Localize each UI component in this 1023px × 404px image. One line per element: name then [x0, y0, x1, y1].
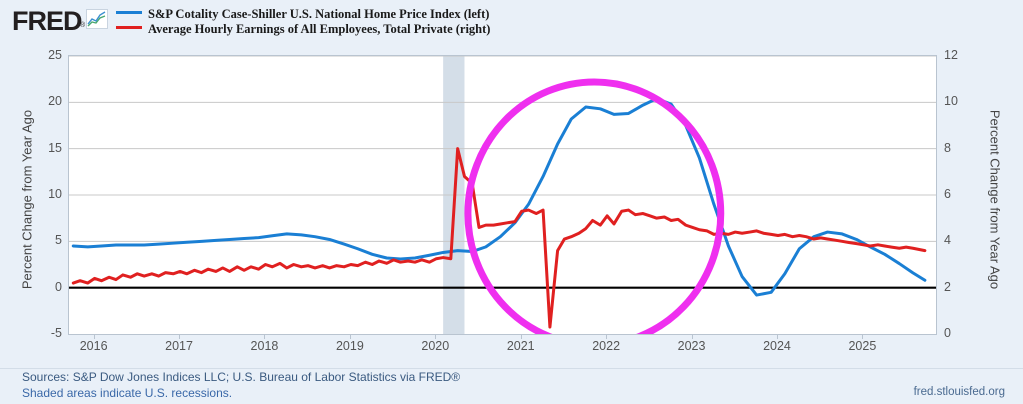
x-tick-mark-2017 — [179, 334, 181, 339]
x-tick-2018: 2018 — [250, 339, 279, 353]
y-axis-left-ticks: 25 20 15 10 5 0 -5 — [20, 0, 62, 404]
y-tick-right-10: 10 — [944, 94, 958, 109]
x-tick-2021: 2021 — [506, 339, 535, 353]
x-tick-2020: 2020 — [421, 339, 450, 353]
x-tick-mark-2025 — [862, 334, 864, 339]
x-tick-2019: 2019 — [335, 339, 364, 353]
legend-label-0: S&P Cotality Case-Shiller U.S. National … — [148, 7, 490, 22]
y-tick-left-20: 20 — [48, 94, 62, 109]
y-tick-left-15: 15 — [48, 140, 62, 155]
legend-swatch-blue — [116, 11, 142, 15]
y-tick-right-6: 6 — [944, 187, 951, 201]
footer-divider — [0, 368, 1023, 369]
y-tick-right-2: 2 — [944, 279, 951, 294]
series-line-1 — [71, 147, 927, 329]
x-tick-mark-2021 — [520, 334, 522, 339]
line-chart-icon — [86, 9, 108, 29]
x-tick-mark-2023 — [691, 334, 693, 339]
recession-note: Shaded areas indicate U.S. recessions. — [22, 386, 233, 400]
x-tick-mark-2024 — [776, 334, 778, 339]
x-tick-2023: 2023 — [677, 339, 706, 353]
series-line-0 — [71, 97, 927, 297]
x-tick-mark-2016 — [93, 334, 95, 339]
fred-logo-registered-mark: ® — [80, 22, 86, 29]
legend-item-0[interactable]: S&P Cotality Case-Shiller U.S. National … — [116, 7, 490, 22]
chart-legend: S&P Cotality Case-Shiller U.S. National … — [116, 7, 490, 37]
x-tick-2025: 2025 — [848, 339, 877, 353]
y-tick-left-5: 5 — [55, 233, 62, 248]
fred-logo: FRED — [12, 6, 82, 36]
x-tick-2017: 2017 — [165, 339, 193, 353]
chart-header: FRED ® S&P Cotality Case-Shiller U.S. Na… — [0, 0, 1023, 44]
x-tick-2016: 2016 — [79, 339, 108, 353]
chart-svg — [69, 56, 936, 334]
x-tick-2022: 2022 — [592, 339, 621, 353]
y-axis-right-title: Percent Change from Year Ago — [987, 109, 1003, 290]
y-tick-right-12: 12 — [944, 48, 958, 62]
x-tick-mark-2018 — [264, 334, 266, 339]
x-tick-mark-2019 — [349, 334, 351, 339]
highlight-ellipse-0 — [464, 78, 725, 334]
chart-plot-area[interactable] — [68, 55, 937, 335]
fred-url: fred.stlouisfed.org — [913, 386, 1005, 398]
x-tick-mark-2020 — [435, 334, 437, 339]
y-tick-right-0: 0 — [944, 326, 951, 340]
y-tick-right-8: 8 — [944, 140, 951, 155]
legend-label-1: Average Hourly Earnings of All Employees… — [148, 22, 491, 37]
y-axis-right-ticks: 12 10 8 6 4 2 0 — [944, 0, 986, 404]
y-tick-right-4: 4 — [944, 233, 951, 248]
legend-item-1[interactable]: Average Hourly Earnings of All Employees… — [116, 22, 490, 37]
x-tick-2024: 2024 — [763, 339, 791, 353]
y-tick-left--5: -5 — [50, 326, 62, 340]
chart-footer: Sources: S&P Dow Jones Indices LLC; U.S.… — [0, 368, 1023, 404]
y-tick-left-10: 10 — [48, 187, 62, 201]
y-tick-left-0: 0 — [55, 279, 62, 294]
y-tick-left-25: 25 — [48, 48, 62, 62]
x-tick-mark-2022 — [606, 334, 608, 339]
legend-swatch-red — [116, 26, 142, 30]
source-note: Sources: S&P Dow Jones Indices LLC; U.S.… — [22, 370, 461, 384]
